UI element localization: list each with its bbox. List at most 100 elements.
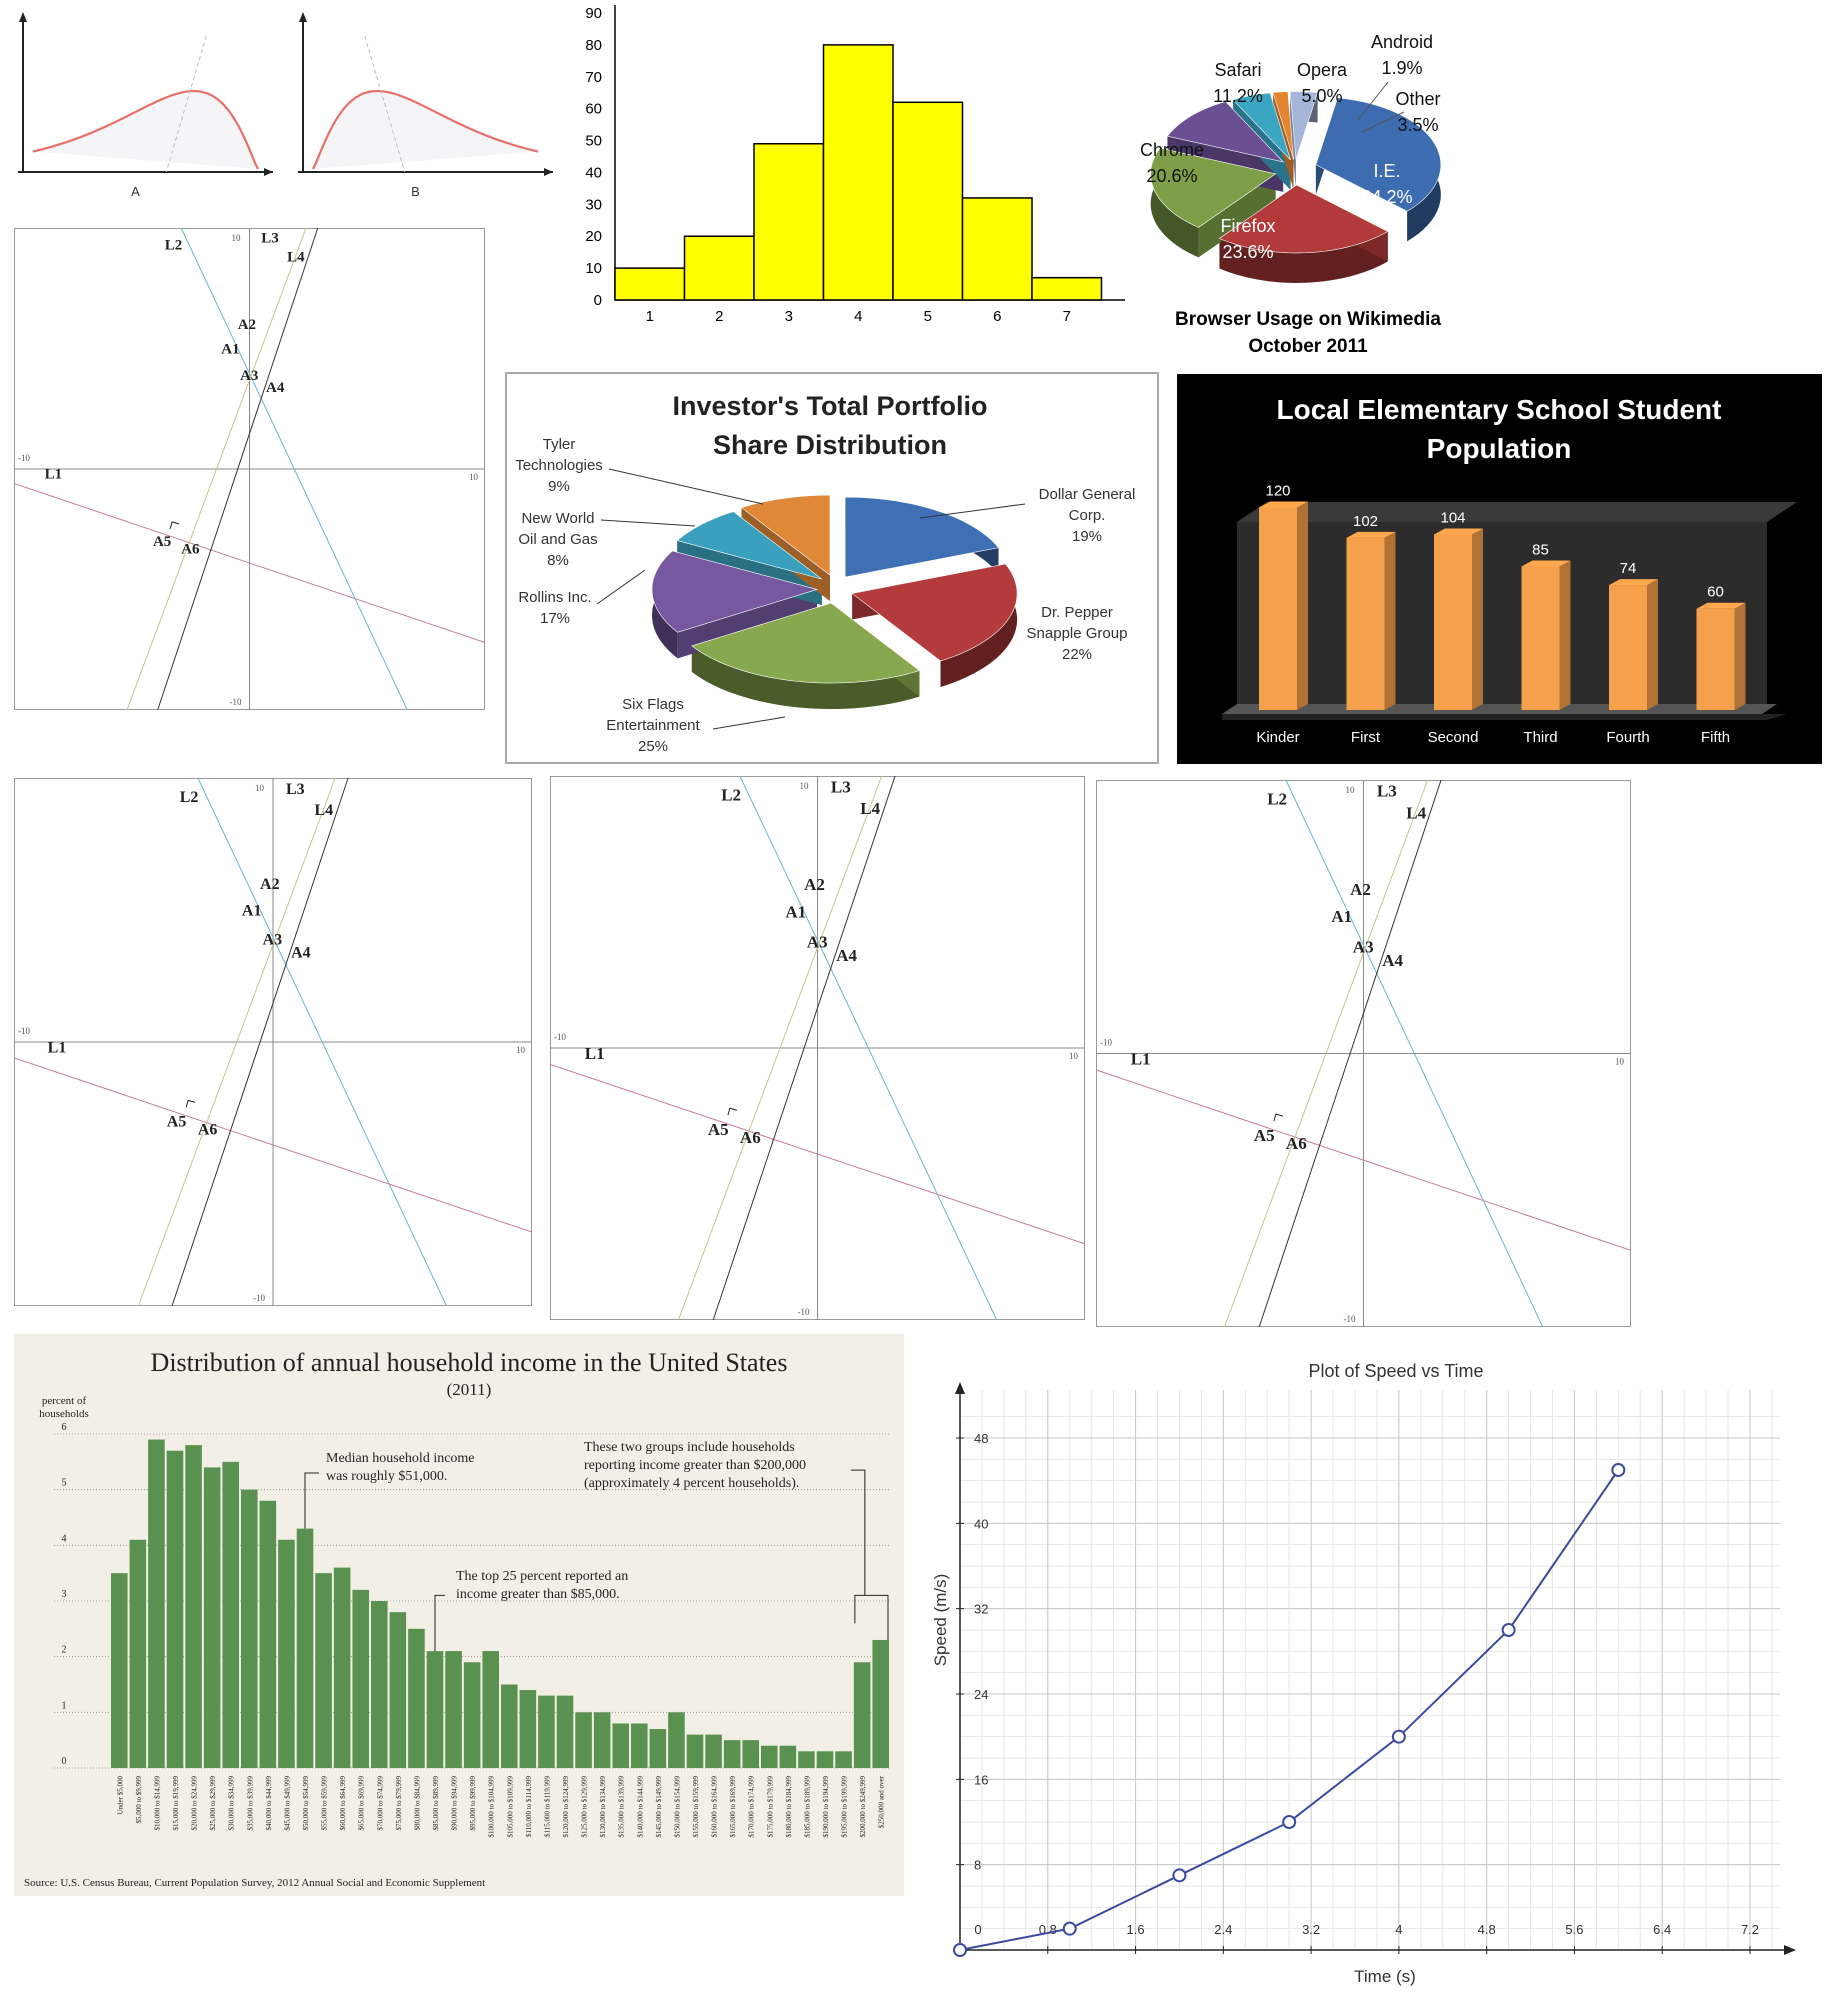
portfolio-title-line1: Investor's Total Portfolio [673, 391, 988, 421]
browser-slice-top [1289, 91, 1319, 160]
school-bar-top [1521, 560, 1571, 567]
income-bar [352, 1589, 369, 1768]
income-bar [296, 1528, 314, 1768]
hist-ytick: 80 [585, 37, 602, 54]
diagram-label-A1: A1 [221, 341, 239, 357]
hist-ytick: 0 [594, 292, 602, 309]
browser-slice-pct: 23.6% [1222, 242, 1273, 262]
speed-xtick: 6.4 [1653, 1922, 1671, 1937]
diagram-right-angle [169, 521, 180, 529]
income-bar [519, 1690, 537, 1768]
diagram-label-A6: A6 [198, 1121, 218, 1138]
diagram-line-L1 [550, 1063, 1085, 1245]
portfolio-slice-pct: 25% [638, 738, 668, 755]
income-bar [371, 1601, 388, 1768]
income-bar [278, 1539, 295, 1768]
hist-bar [683, 235, 755, 301]
diagram-line-L2 [1285, 780, 1544, 1327]
diagram-label-A4: A4 [1382, 951, 1403, 970]
diagram-label-L3: L3 [286, 781, 305, 798]
diagram-line-L1 [14, 1057, 532, 1233]
income-xtick: $140,000 to $144,999 [636, 1776, 644, 1838]
diagram-label-A3: A3 [807, 932, 828, 951]
income-xtick: $45,000 to $49,999 [283, 1776, 291, 1831]
income-ytick: 4 [62, 1533, 67, 1544]
hist-ytick: 20 [585, 228, 602, 245]
school-category-label: Fifth [1701, 729, 1730, 746]
income-xtick: $185,000 to $189,999 [803, 1776, 811, 1838]
school-bar-top [1346, 531, 1396, 538]
diagram-label-L4: L4 [1406, 803, 1426, 822]
income-bar [612, 1723, 629, 1768]
browser-slice-label: Android [1371, 32, 1433, 52]
diagram-label-L4: L4 [314, 802, 333, 819]
browser-slice-pct: 11.2% [1213, 86, 1263, 106]
speed-xtick: 4 [1395, 1922, 1402, 1937]
portfolio-slice-label: Oil and Gas [518, 531, 597, 548]
portfolio-slice-top [851, 563, 1018, 662]
income-source: Source: U.S. Census Bureau, Current Popu… [24, 1877, 485, 1889]
household-income-chart: Distribution of annual household income … [14, 1334, 904, 1896]
income-bar [761, 1745, 778, 1768]
speed-ylabel: Speed (m/s) [931, 1574, 950, 1667]
diagram-tick-left: -10 [18, 1026, 30, 1036]
portfolio-leader [712, 716, 786, 730]
hist-ytick: 60 [585, 101, 602, 118]
income-xtick: $65,000 to $69,999 [358, 1776, 366, 1831]
diagram-label-L1: L1 [45, 467, 63, 483]
diagram-line-L3 [137, 778, 336, 1306]
income-ylabel-line1: percent of [42, 1395, 87, 1407]
diagram-tick-bottom: -10 [798, 1307, 810, 1317]
skew-label-2: B [411, 184, 420, 199]
income-ylabel-line2: households [39, 1408, 89, 1420]
income-bar [389, 1612, 407, 1768]
speed-xtick: 5.6 [1565, 1922, 1583, 1937]
diagram-line-L1 [14, 482, 485, 643]
school-bar-side [1647, 579, 1658, 710]
browser-slice-pct: 20.6% [1146, 166, 1197, 186]
hist-bar [892, 101, 964, 301]
school-bar-side [1559, 560, 1571, 710]
income-bar [556, 1695, 574, 1768]
diagram-label-A3: A3 [263, 931, 283, 948]
income-xtick: $250,000 and over [878, 1775, 886, 1828]
portfolio-slice-side [691, 645, 920, 710]
school-bar-side [1472, 528, 1483, 710]
browser-slice-pct: 3.5% [1397, 115, 1438, 135]
line-diagram-4: L1 L2 L3 L4 A1 A2 A3 A4 A5 A6 10 -10 -10 10 [1096, 780, 1631, 1327]
income-bar [241, 1489, 258, 1768]
diagram-line-L4 [171, 778, 349, 1306]
diagram-tick-top: 10 [1346, 785, 1356, 795]
school-value-label: 60 [1707, 584, 1724, 601]
income-xtick: $100,000 to $104,999 [488, 1776, 496, 1838]
browser-leader [1361, 111, 1405, 133]
income-annotation-median-2: was roughly $51,000. [326, 1469, 447, 1484]
income-bar [538, 1695, 555, 1768]
diagram-label-A6: A6 [1286, 1134, 1307, 1153]
browser-pie-subtitle: October 2011 [1248, 336, 1368, 357]
speed-data-point [1282, 1815, 1297, 1829]
line-diagram-1: L1 L2 L3 L4 A1 A2 A3 A4 A5 A6 10 -10 -10 10 [14, 228, 485, 710]
portfolio-slice-pct: 9% [548, 478, 570, 495]
hist-bar [753, 142, 825, 301]
speed-time-chart: Plot of Speed vs Time Time (s) Speed (m/… [931, 1361, 1796, 1986]
income-bar [779, 1745, 797, 1768]
browser-slice-wall [1198, 173, 1276, 258]
diagram-label-L2: L2 [180, 789, 199, 806]
income-annotation-line [434, 1594, 445, 1652]
hist-ytick: 30 [585, 196, 602, 213]
income-bar [482, 1651, 499, 1768]
income-xtick: $135,000 to $139,999 [618, 1776, 626, 1838]
hist-xtick: 3 [785, 308, 793, 325]
income-xtick: $115,000 to $119,999 [543, 1776, 551, 1837]
diagram-tick-bottom: -10 [230, 697, 242, 707]
diagram-label-A1: A1 [242, 902, 262, 919]
browser-slice-label: I.E. [1373, 161, 1400, 181]
income-xtick: $125,000 to $129,999 [581, 1776, 589, 1838]
diagram-label-A2: A2 [1350, 880, 1371, 899]
income-annotation-top25-1: The top 25 percent reported an [456, 1569, 628, 1584]
browser-slice-label: Other [1395, 89, 1440, 109]
income-bar [853, 1662, 871, 1768]
income-bar [166, 1450, 184, 1768]
